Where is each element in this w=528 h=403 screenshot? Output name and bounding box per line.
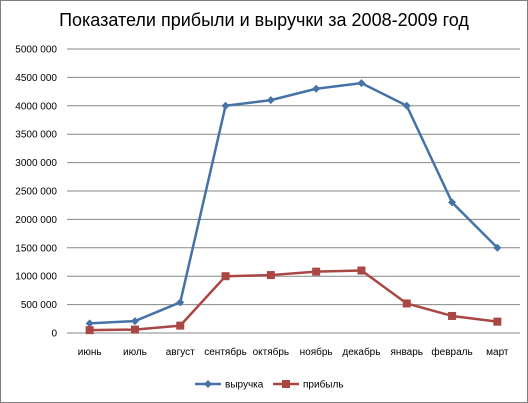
y-tick-label: 1000 000	[15, 272, 57, 283]
legend-label-1: выручка	[225, 380, 264, 391]
x-tick-label: ноябрь	[300, 346, 333, 358]
y-tick-label: 3000 000	[15, 158, 57, 169]
data-point	[493, 317, 502, 326]
x-tick-label: сентябрь	[204, 346, 247, 358]
data-point	[357, 266, 366, 275]
x-tick-label: июль	[123, 347, 147, 358]
x-tick-label: февраль	[431, 346, 472, 358]
y-tick-label: 4000 000	[15, 101, 57, 112]
data-point	[85, 326, 94, 335]
y-axis-ticks: 0 500 000 1000 000 1500 000 2000 000 2500 000…	[15, 45, 57, 340]
data-point	[221, 101, 230, 110]
y-tick-label: 1500 000	[15, 243, 57, 254]
y-tick-label: 2500 000	[15, 187, 57, 198]
data-point	[176, 298, 185, 307]
x-tick-label: январь	[391, 347, 423, 358]
data-point	[130, 325, 139, 334]
data-point	[176, 321, 185, 330]
data-point	[493, 243, 502, 252]
y-tick-label: 5000 000	[15, 45, 57, 56]
series-lines	[85, 79, 502, 335]
data-point	[402, 299, 411, 308]
x-tick-label: июнь	[78, 347, 102, 358]
y-tick-label: 2000 000	[15, 215, 57, 226]
data-point	[266, 271, 275, 280]
data-point	[448, 311, 457, 320]
data-point	[402, 101, 411, 110]
series-line-2	[89, 269, 498, 332]
data-point	[357, 79, 366, 88]
data-point	[221, 272, 230, 281]
x-tick-label: март	[486, 347, 509, 358]
data-point	[312, 84, 321, 93]
data-point	[448, 198, 457, 207]
grid	[67, 48, 520, 334]
data-point	[85, 319, 94, 328]
data-point	[266, 96, 275, 105]
x-tick-label: август	[166, 347, 195, 358]
x-tick-label: декабрь	[342, 346, 380, 358]
legend: выручка прибыль	[195, 379, 344, 391]
y-tick-label: 0	[51, 329, 57, 340]
legend-label-2: прибыль	[303, 379, 344, 391]
series-line-1	[89, 81, 499, 325]
chart-title: Показатели прибыли и выручки за 2008-200…	[59, 10, 469, 30]
data-point	[130, 317, 139, 326]
y-tick-label: 4500 000	[15, 73, 57, 84]
legend-marker-2	[282, 380, 290, 388]
data-point	[312, 267, 321, 276]
legend-marker-1	[204, 380, 212, 388]
y-tick-label: 500 000	[21, 300, 58, 311]
y-tick-label: 3500 000	[15, 130, 57, 141]
x-axis-ticks: июнь июль август сентябрь октябрь ноябрь декаб…	[78, 346, 509, 358]
x-tick-label: октябрь	[253, 346, 290, 358]
